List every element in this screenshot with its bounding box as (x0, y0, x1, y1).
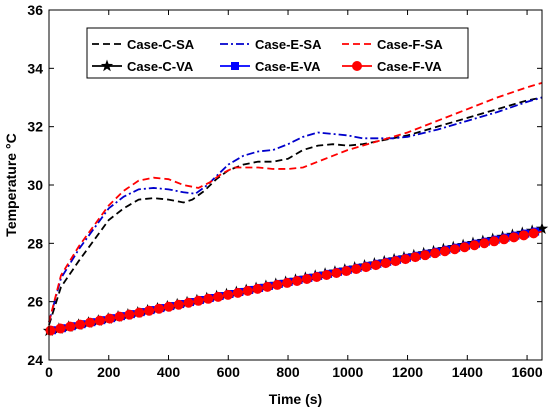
marker-case-f-va (203, 293, 214, 304)
marker-case-f-va (439, 246, 450, 257)
marker-case-f-va (311, 271, 322, 282)
marker-case-f-va (104, 313, 115, 324)
legend-item-case-e-sa: Case-E-SA (220, 37, 322, 52)
marker-case-f-va (213, 291, 224, 302)
marker-case-f-va (449, 244, 460, 255)
series-layer (42, 82, 549, 337)
legend-item-case-e-va: Case-E-VA (220, 59, 321, 74)
legend-item-case-f-va: Case-F-VA (342, 59, 442, 74)
legend-item-case-c-va: Case-C-VA (92, 59, 194, 74)
legend-marker (352, 61, 362, 71)
marker-case-f-va (84, 317, 95, 328)
legend-label: Case-C-VA (127, 59, 194, 74)
series-case-f-sa (48, 82, 543, 323)
x-tick-label: 600 (217, 364, 241, 380)
x-tick-label: 1000 (332, 364, 363, 380)
marker-case-f-va (124, 309, 135, 320)
marker-case-f-va (183, 297, 194, 308)
x-axis: 0 200 400 600 800 1000 1200 1400 1600 (45, 10, 543, 380)
marker-case-f-va (459, 242, 470, 253)
marker-case-f-va (282, 277, 293, 288)
marker-case-f-va (144, 305, 155, 316)
x-tick-label: 400 (157, 364, 181, 380)
marker-case-f-va (390, 256, 401, 267)
x-tick-label: 800 (276, 364, 300, 380)
series-line-case-c-sa (48, 96, 543, 326)
marker-case-f-va (291, 275, 302, 286)
marker-case-f-va (400, 254, 411, 265)
x-tick-label: 1600 (511, 364, 542, 380)
legend-label: Case-F-SA (377, 37, 443, 52)
legend-item-case-f-sa: Case-F-SA (342, 37, 443, 52)
marker-case-f-va (341, 266, 352, 277)
series-line-case-e-sa (48, 96, 543, 323)
marker-case-f-va (262, 281, 273, 292)
marker-case-f-va (321, 269, 332, 280)
legend-box (86, 27, 469, 79)
marker-case-f-va (518, 230, 529, 241)
marker-case-f-va (331, 268, 342, 279)
marker-case-f-va (163, 301, 174, 312)
y-tick-label: 34 (27, 60, 43, 76)
series-case-f-va (45, 228, 543, 336)
marker-case-f-va (301, 273, 312, 284)
marker-case-f-va (361, 262, 372, 273)
series-line-case-f-sa (48, 82, 543, 323)
series-case-c-sa (48, 96, 543, 326)
marker-case-f-va (232, 287, 243, 298)
marker-case-f-va (222, 289, 233, 300)
x-tick-label: 1200 (392, 364, 423, 380)
marker-case-f-va (173, 299, 184, 310)
y-tick-label: 36 (27, 2, 43, 18)
marker-case-f-va (528, 228, 539, 239)
marker-case-f-va (114, 311, 125, 322)
marker-case-f-va (508, 232, 519, 243)
marker-case-f-va (94, 315, 105, 326)
marker-case-f-va (242, 285, 253, 296)
legend-label: Case-E-VA (255, 59, 321, 74)
marker-case-f-va (55, 323, 66, 334)
y-tick-label: 26 (27, 294, 43, 310)
marker-case-f-va (479, 238, 490, 249)
marker-case-f-va (489, 236, 500, 247)
x-tick-label: 0 (45, 364, 53, 380)
series-case-e-sa (48, 96, 543, 323)
legend: Case-C-SA Case-E-SA Case-F-SA Case-C-VA Case… (86, 27, 469, 79)
marker-case-f-va (45, 325, 56, 336)
marker-case-f-va (370, 260, 381, 271)
legend-marker (100, 59, 114, 72)
marker-case-f-va (153, 303, 164, 314)
x-tick-label: 1400 (452, 364, 483, 380)
marker-case-f-va (420, 250, 431, 261)
marker-case-f-va (134, 307, 145, 318)
legend-label: Case-E-SA (255, 37, 322, 52)
y-tick-label: 30 (27, 177, 43, 193)
marker-case-f-va (65, 321, 76, 332)
legend-label: Case-F-VA (377, 59, 442, 74)
marker-case-f-va (75, 319, 86, 330)
legend-marker (231, 62, 239, 70)
marker-case-f-va (410, 252, 421, 263)
y-tick-label: 28 (27, 235, 43, 251)
x-axis-label: Time (s) (269, 391, 322, 407)
y-tick-label: 24 (27, 352, 43, 368)
marker-case-f-va (351, 264, 362, 275)
y-tick-label: 32 (27, 119, 43, 135)
marker-case-f-va (252, 283, 263, 294)
y-axis-label: Temperature °C (3, 133, 19, 236)
marker-case-f-va (380, 258, 391, 269)
marker-case-f-va (499, 234, 510, 245)
x-tick-label: 200 (97, 364, 121, 380)
marker-case-f-va (193, 295, 204, 306)
marker-case-f-va (430, 248, 441, 259)
marker-case-f-va (272, 279, 283, 290)
marker-case-f-va (469, 240, 480, 251)
legend-label: Case-C-SA (127, 37, 195, 52)
y-axis: 24 26 28 30 32 34 36 (27, 2, 542, 368)
legend-item-case-c-sa: Case-C-SA (92, 37, 195, 52)
